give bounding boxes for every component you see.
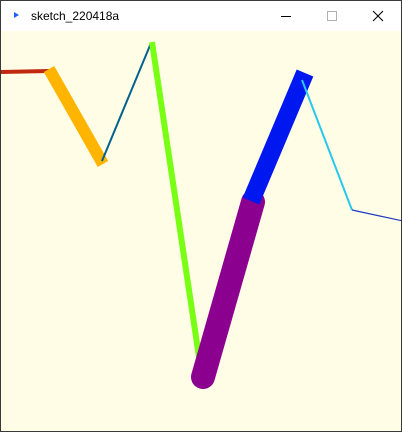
navy-segment	[351, 209, 401, 222]
title-bar[interactable]: sketch_220418a	[1, 1, 401, 31]
green-segment	[149, 41, 202, 358]
orange-segment	[43, 66, 109, 167]
purple-segment	[191, 190, 265, 389]
sketch-canvas[interactable]	[1, 31, 401, 431]
window-title: sketch_220418a	[31, 9, 120, 23]
red-segment	[1, 69, 50, 74]
cyan-segment	[301, 79, 353, 211]
minimize-icon	[281, 16, 291, 17]
maximize-icon	[327, 11, 337, 21]
teal-segment	[101, 42, 152, 162]
processing-app-icon	[14, 12, 19, 18]
maximize-button[interactable]	[309, 1, 355, 31]
blue-segment	[242, 69, 314, 205]
close-button[interactable]	[355, 1, 401, 31]
close-icon	[372, 10, 384, 22]
minimize-button[interactable]	[263, 1, 309, 31]
